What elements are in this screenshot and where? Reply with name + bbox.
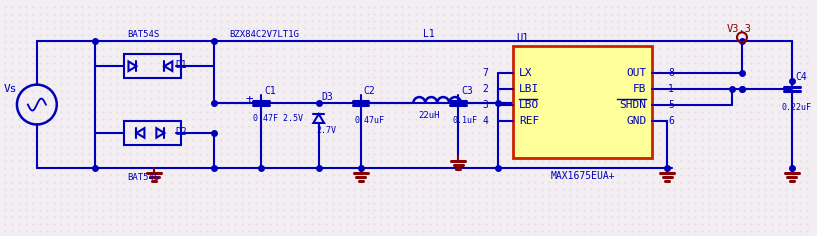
Text: +: + <box>246 93 253 105</box>
Bar <box>124 54 181 78</box>
Text: FB: FB <box>633 84 646 94</box>
Text: 1: 1 <box>668 84 674 94</box>
Text: 7: 7 <box>482 68 488 78</box>
Text: 2.7V: 2.7V <box>317 126 337 135</box>
Text: MAX1675EUA+: MAX1675EUA+ <box>551 171 615 181</box>
Text: 3: 3 <box>482 100 488 110</box>
Bar <box>124 121 181 145</box>
Text: D3: D3 <box>322 92 333 102</box>
Text: U1: U1 <box>516 33 529 43</box>
Text: L1: L1 <box>423 29 435 39</box>
Text: 0.47F 2.5V: 0.47F 2.5V <box>253 114 303 123</box>
Text: D2: D2 <box>176 127 187 137</box>
Text: 0.22uF: 0.22uF <box>782 103 812 112</box>
Text: C3: C3 <box>461 86 473 96</box>
Text: V3.3: V3.3 <box>726 24 752 34</box>
Text: C4: C4 <box>796 72 807 82</box>
Text: 22uH: 22uH <box>418 110 440 119</box>
Text: C2: C2 <box>364 86 375 96</box>
Text: LBI: LBI <box>519 84 539 94</box>
Text: LBO: LBO <box>519 100 539 110</box>
Text: D1: D1 <box>176 60 187 70</box>
Text: BAT54S: BAT54S <box>127 173 160 182</box>
Text: C1: C1 <box>264 86 275 96</box>
Text: REF: REF <box>519 116 539 126</box>
Text: BZX84C2V7LT1G: BZX84C2V7LT1G <box>229 30 299 39</box>
Text: 4: 4 <box>482 116 488 126</box>
Text: Vs: Vs <box>4 84 17 94</box>
Text: 0.47uF: 0.47uF <box>355 117 385 126</box>
Text: 6: 6 <box>668 116 674 126</box>
Text: 0.1uF: 0.1uF <box>452 117 477 126</box>
Text: OUT: OUT <box>626 68 646 78</box>
Text: LX: LX <box>519 68 533 78</box>
Bar <box>513 46 652 158</box>
Text: 2: 2 <box>482 84 488 94</box>
Text: GND: GND <box>626 116 646 126</box>
Text: 8: 8 <box>668 68 674 78</box>
Text: SHDN: SHDN <box>619 100 646 110</box>
Text: BAT54S: BAT54S <box>127 30 160 39</box>
Text: 5: 5 <box>668 100 674 110</box>
